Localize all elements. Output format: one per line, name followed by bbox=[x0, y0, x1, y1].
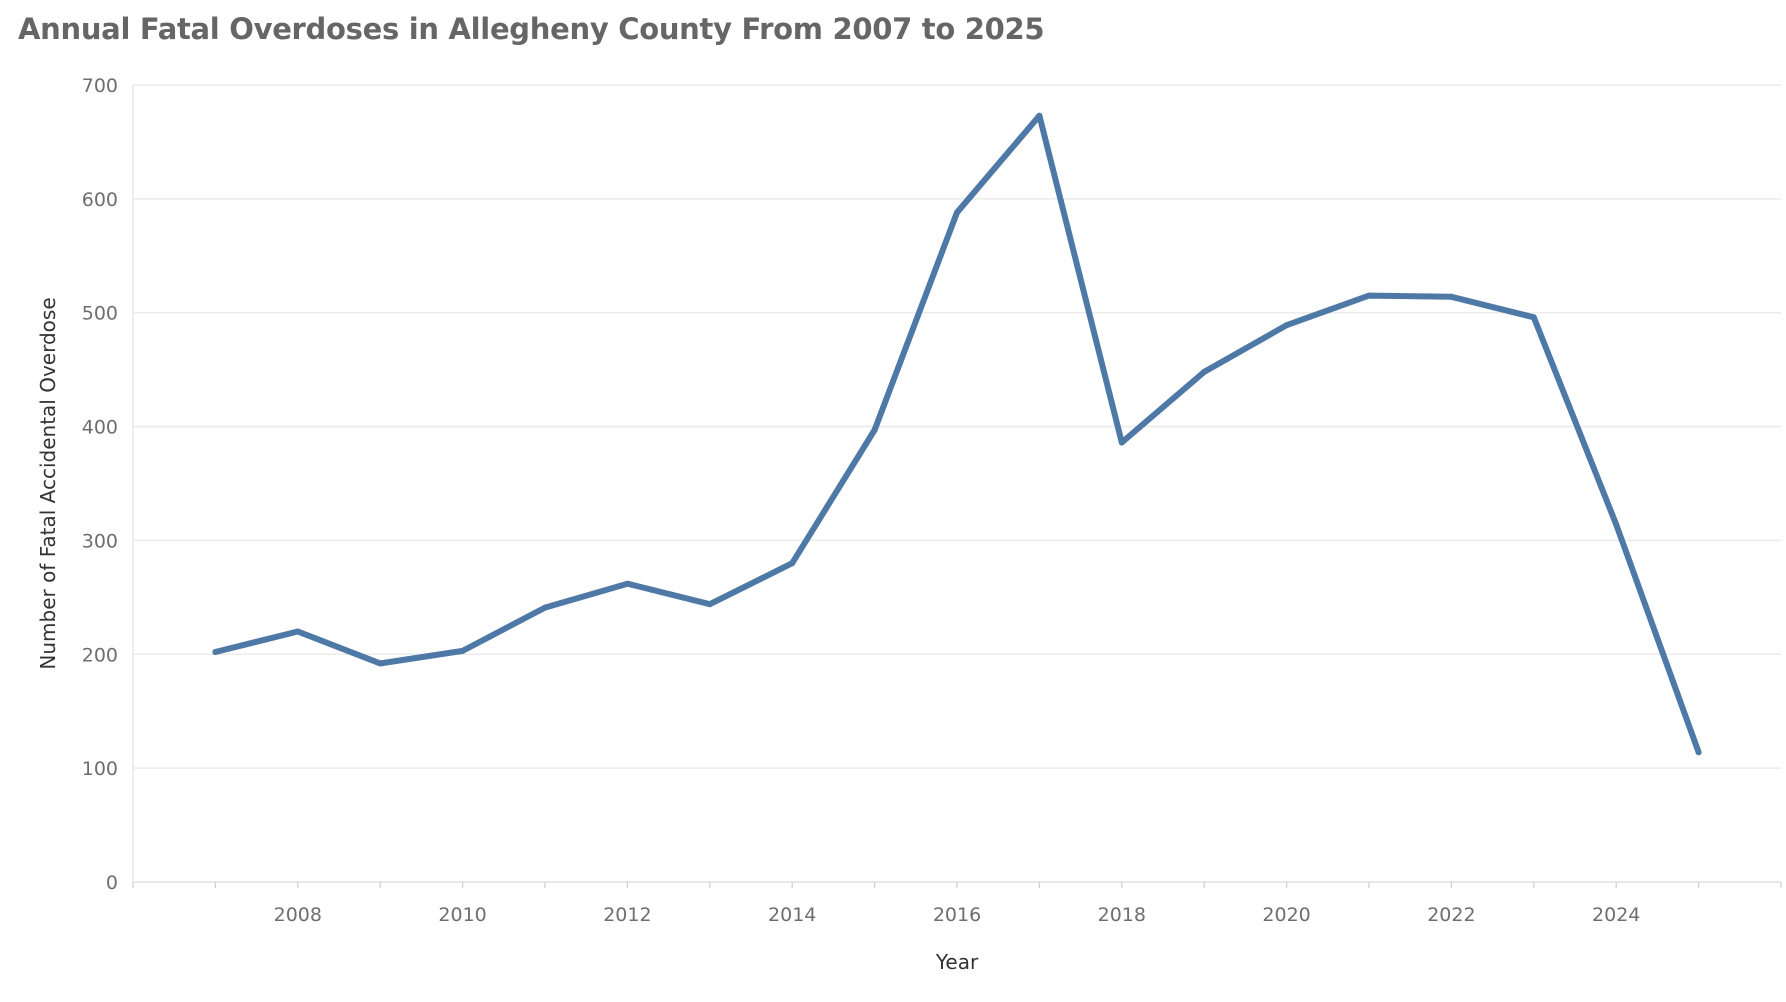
y-tick-label: 300 bbox=[82, 530, 118, 552]
data-point bbox=[212, 649, 219, 656]
data-point bbox=[1366, 292, 1372, 299]
data-point bbox=[706, 601, 713, 608]
y-tick-label: 400 bbox=[82, 417, 118, 439]
data-point bbox=[1448, 293, 1455, 300]
data-point bbox=[789, 560, 796, 567]
x-tick-label: 2024 bbox=[1592, 904, 1640, 926]
y-tick-label: 100 bbox=[82, 758, 118, 780]
data-series bbox=[212, 112, 1702, 756]
data-point bbox=[1036, 112, 1043, 119]
grid-lines bbox=[133, 84, 1781, 769]
x-tick-label: 2016 bbox=[933, 904, 981, 926]
data-point bbox=[1283, 322, 1290, 329]
x-tick-label: 2012 bbox=[603, 904, 651, 926]
x-tick-label: 2018 bbox=[1098, 904, 1146, 926]
x-tick-label: 2022 bbox=[1427, 904, 1475, 926]
y-tick-label: 200 bbox=[82, 644, 118, 666]
x-tick-label: 2008 bbox=[274, 904, 322, 926]
tick-labels: 0 100 200 300 400 500 600 700 2008 2010 2012 2014 20… bbox=[82, 75, 1641, 926]
data-point bbox=[1118, 439, 1125, 446]
chart-title: Annual Fatal Overdoses in Allegheny Coun… bbox=[18, 12, 1045, 46]
data-point bbox=[954, 209, 960, 216]
data-point bbox=[1613, 521, 1620, 528]
y-tick-label: 500 bbox=[82, 303, 118, 325]
x-tick-label: 2010 bbox=[438, 904, 486, 926]
x-axis-title: Year bbox=[935, 950, 979, 974]
data-point bbox=[542, 604, 548, 611]
data-point bbox=[1695, 749, 1702, 756]
axes bbox=[132, 85, 1782, 888]
x-tick-label: 2014 bbox=[768, 904, 816, 926]
data-point bbox=[1530, 314, 1537, 321]
y-tick-label: 700 bbox=[82, 75, 118, 97]
data-point bbox=[377, 660, 384, 667]
data-point bbox=[294, 628, 301, 635]
y-tick-label: 600 bbox=[82, 189, 118, 211]
data-point bbox=[871, 426, 878, 433]
y-axis-title: Number of Fatal Accidental Overdose bbox=[36, 297, 60, 669]
data-point bbox=[459, 647, 466, 654]
y-tick-label: 0 bbox=[106, 872, 118, 894]
x-tick-label: 2020 bbox=[1262, 904, 1310, 926]
data-point bbox=[1201, 368, 1208, 375]
data-point bbox=[624, 580, 631, 587]
